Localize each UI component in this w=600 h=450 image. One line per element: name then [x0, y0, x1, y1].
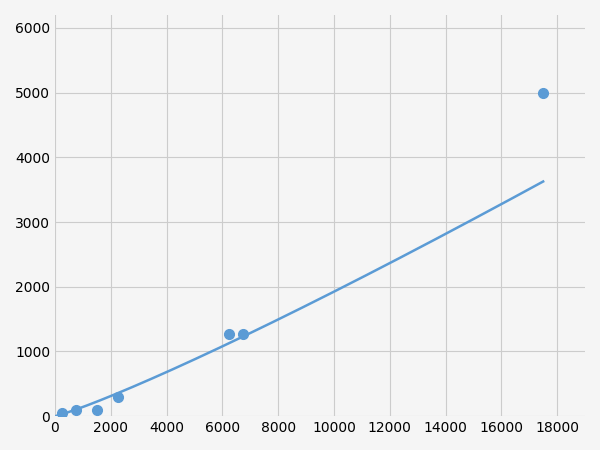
Point — [224, 330, 234, 338]
Point — [113, 393, 122, 400]
Point — [538, 89, 548, 96]
Point — [92, 406, 101, 413]
Point — [57, 410, 67, 417]
Point — [238, 330, 248, 338]
Point — [71, 406, 81, 413]
